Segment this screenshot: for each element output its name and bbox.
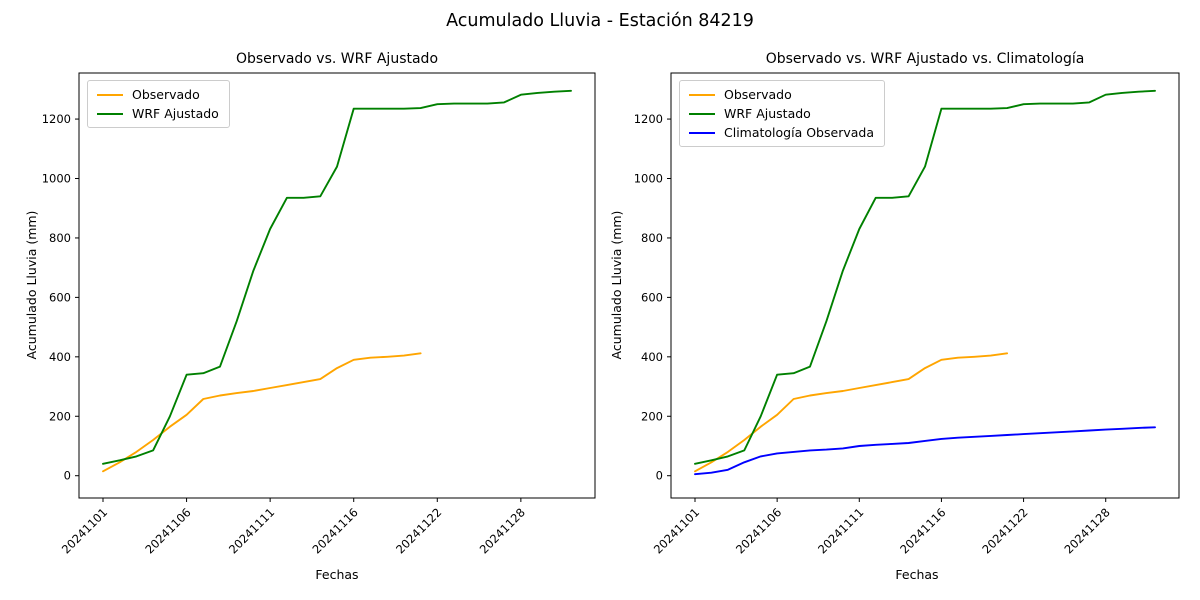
- left-subplot-title: Observado vs. WRF Ajustado: [235, 51, 439, 67]
- left-legend: Observado WRF Ajustado: [87, 80, 230, 128]
- legend-item: WRF Ajustado: [689, 104, 874, 123]
- legend-label: Climatología Observada: [724, 125, 874, 140]
- right-subplot-title: Observado vs. WRF Ajustado vs. Climatolo…: [765, 51, 1085, 67]
- axes-frame: [670, 72, 1180, 499]
- x-tick-label: 20241101: [651, 505, 702, 556]
- legend-line-sample: [689, 112, 715, 115]
- y-tick-label: 400: [641, 350, 663, 364]
- y-tick-label: 400: [49, 350, 71, 364]
- y-tick-label: 600: [641, 290, 663, 304]
- legend-line-sample: [97, 112, 123, 115]
- legend-item: Observado: [689, 85, 874, 104]
- left-x-axis-label: Fechas: [315, 567, 359, 582]
- legend-item: Observado: [97, 85, 219, 104]
- y-tick-label: 800: [49, 231, 71, 245]
- y-tick-label: 0: [64, 469, 71, 483]
- figure-suptitle: Acumulado Lluvia - Estación 84219: [446, 11, 754, 31]
- axes-frame: [78, 72, 596, 499]
- y-tick-label: 600: [49, 290, 71, 304]
- x-tick-label: 20241128: [1062, 505, 1113, 556]
- x-tick-label: 20241128: [477, 505, 528, 556]
- y-tick-label: 800: [641, 231, 663, 245]
- y-tick-label: 0: [656, 469, 663, 483]
- y-tick-label: 1000: [42, 172, 71, 186]
- x-tick-label: 20241122: [393, 505, 444, 556]
- x-tick-label: 20241116: [310, 505, 361, 556]
- legend-item: WRF Ajustado: [97, 104, 219, 123]
- y-tick-label: 200: [49, 409, 71, 423]
- y-tick-label: 1200: [42, 112, 71, 126]
- x-tick-label: 20241101: [59, 505, 110, 556]
- legend-item: Climatología Observada: [689, 123, 874, 142]
- series-line-observado: [694, 352, 1009, 473]
- legend-line-sample: [97, 93, 123, 96]
- legend-line-sample: [689, 93, 715, 96]
- y-tick-label: 1000: [634, 172, 663, 186]
- x-tick-label: 20241106: [733, 505, 784, 556]
- x-tick-label: 20241111: [226, 505, 277, 556]
- right-x-axis-label: Fechas: [895, 567, 939, 582]
- right-legend: Observado WRF Ajustado Climatología Observ…: [679, 80, 885, 147]
- series-line-wrf-ajustado: [102, 89, 572, 465]
- legend-label: Observado: [724, 87, 792, 102]
- legend-label: Observado: [132, 87, 200, 102]
- series-line-climatolog-a-observada: [694, 426, 1156, 476]
- y-tick-label: 1200: [634, 112, 663, 126]
- right-y-axis-label: Acumulado Lluvia (mm): [609, 210, 624, 360]
- legend-label: WRF Ajustado: [132, 106, 219, 121]
- x-tick-label: 20241106: [142, 505, 193, 556]
- legend-line-sample: [689, 131, 715, 134]
- legend-label: WRF Ajustado: [724, 106, 811, 121]
- left-y-axis-label: Acumulado Lluvia (mm): [24, 210, 39, 360]
- x-tick-label: 20241116: [897, 505, 948, 556]
- y-tick-label: 200: [641, 409, 663, 423]
- x-tick-label: 20241122: [979, 505, 1030, 556]
- series-line-wrf-ajustado: [694, 89, 1156, 465]
- x-tick-label: 20241111: [815, 505, 866, 556]
- series-line-observado: [102, 352, 422, 473]
